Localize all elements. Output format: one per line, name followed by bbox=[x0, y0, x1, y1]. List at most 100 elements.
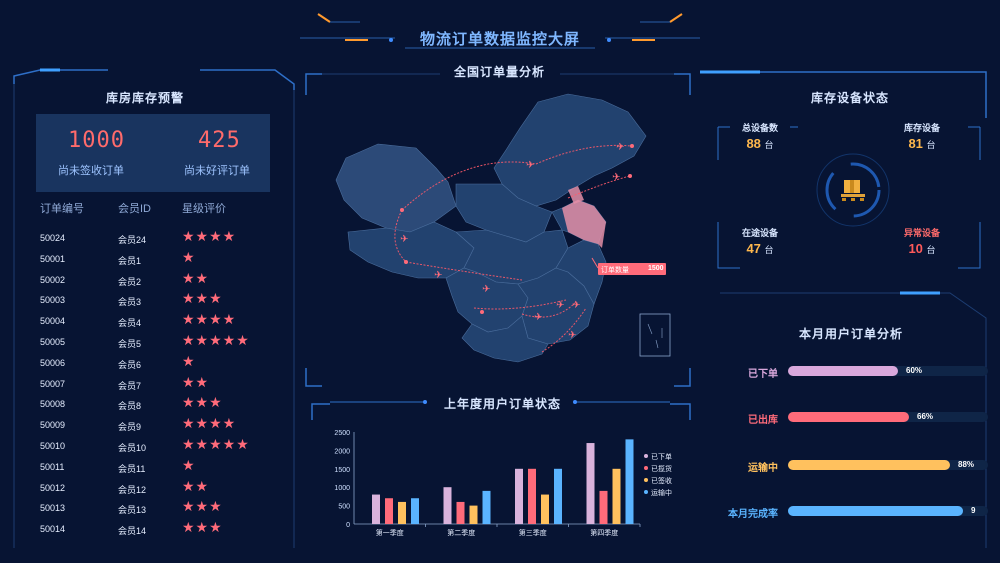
pin-icon bbox=[480, 310, 484, 314]
order-id: 50012 bbox=[40, 482, 66, 493]
south-sea-inset bbox=[639, 313, 671, 357]
table-row: 50012 会员12 ★★ bbox=[40, 478, 300, 499]
legend-label: 运输中 bbox=[651, 488, 672, 497]
star-rating: ★★★★★ bbox=[182, 436, 250, 452]
flight-line bbox=[567, 175, 631, 199]
member-id: 会员5 bbox=[118, 339, 142, 349]
order-id: 50009 bbox=[40, 420, 66, 431]
bar bbox=[554, 468, 562, 524]
table-row: 50024 会员24 ★★★★ bbox=[40, 228, 300, 249]
plane-icon: ✈ bbox=[526, 160, 534, 171]
bar bbox=[398, 501, 406, 524]
pin-icon bbox=[400, 208, 404, 212]
device-unit: 台 bbox=[764, 140, 774, 150]
map-region bbox=[461, 315, 549, 363]
progress-label: 运输中 bbox=[748, 463, 778, 474]
order-id: 50024 bbox=[40, 233, 66, 243]
progress-percent: 66% bbox=[917, 412, 934, 421]
order-id: 50003 bbox=[40, 295, 66, 306]
device-count: 10 bbox=[908, 241, 923, 256]
table-row: 50007 会员7 ★★ bbox=[40, 374, 300, 395]
device-label: 异常设备 bbox=[903, 228, 940, 238]
bar-chart: 0 500 1000 1500 2000 2500 第一季度 第二季度 第三季度 第四季度 已下单已… bbox=[334, 430, 672, 537]
order-id: 50007 bbox=[40, 378, 66, 389]
col-header-member: 会员ID bbox=[118, 203, 151, 215]
member-id: 会员2 bbox=[118, 276, 142, 287]
member-id: 会员4 bbox=[118, 318, 142, 329]
flight-line bbox=[535, 144, 633, 165]
star-rating: ★★ bbox=[182, 373, 210, 390]
device-count: 88 bbox=[746, 136, 761, 151]
highlight-region bbox=[562, 200, 606, 248]
device-unit: 台 bbox=[764, 245, 774, 255]
device-unit: 台 bbox=[926, 245, 936, 255]
plane-icon: ✈ bbox=[400, 234, 408, 245]
table-row: 50006 会员6 ★ bbox=[40, 353, 300, 374]
map-title: 全国订单量分析 bbox=[454, 65, 546, 79]
flight-line bbox=[473, 299, 567, 310]
legend-swatch bbox=[644, 454, 648, 458]
china-map: ✈ ✈ ✈ ✈ ✈ ✈ ✈ ✈ ✈ ✈ bbox=[335, 93, 671, 363]
table-row: 50009 会员9 ★★★★ bbox=[40, 415, 300, 436]
progress-fill bbox=[788, 412, 909, 422]
legend-swatch bbox=[644, 466, 648, 470]
order-id: 50010 bbox=[40, 441, 66, 451]
device-count: 47 bbox=[746, 241, 761, 256]
bar bbox=[385, 498, 393, 524]
member-id: 会员3 bbox=[118, 297, 142, 308]
progress-track bbox=[788, 412, 988, 422]
plane-icon: ✈ bbox=[556, 300, 564, 311]
progress-percent: 88% bbox=[958, 460, 975, 469]
device-unit: 台 bbox=[926, 140, 936, 150]
progress-fill bbox=[788, 506, 963, 516]
y-tick-label: 1000 bbox=[334, 485, 350, 492]
table-row: 50008 会员8 ★★★ bbox=[40, 394, 300, 415]
device-status-title: 库存设备状态 bbox=[811, 91, 890, 105]
plane-icon: ✈ bbox=[612, 172, 620, 183]
map-tooltip-value: 1500 bbox=[648, 265, 664, 272]
plane-icon: ✈ bbox=[434, 270, 442, 281]
device-count: 81 bbox=[908, 136, 923, 151]
progress-label: 已出库 bbox=[748, 415, 778, 426]
member-id: 会员6 bbox=[118, 359, 142, 370]
bar bbox=[541, 494, 549, 524]
legend-label: 已下单 bbox=[651, 452, 672, 461]
table-row: 50013 会员13 ★★★ bbox=[40, 498, 300, 519]
progress-label: 本月完成率 bbox=[728, 509, 778, 520]
col-header-order: 订单编号 bbox=[40, 203, 84, 215]
device-label: 在途设备 bbox=[741, 228, 778, 238]
member-id: 会员7 bbox=[118, 380, 142, 391]
table-row: 50002 会员2 ★★ bbox=[40, 270, 300, 291]
bar bbox=[586, 443, 595, 524]
star-rating: ★★★★ bbox=[182, 415, 237, 432]
progress-fill bbox=[788, 366, 898, 376]
pin-icon bbox=[404, 260, 408, 264]
x-tick-label: 第三季度 bbox=[519, 528, 547, 537]
table-row: 50001 会员1 ★ bbox=[40, 249, 300, 270]
progress-label: 已下单 bbox=[748, 369, 778, 380]
page-title: 物流订单数据监控大屏 bbox=[419, 31, 580, 48]
member-id: 会员9 bbox=[118, 422, 142, 433]
kpi-unsigned-label: 尚未签收订单 bbox=[58, 165, 124, 177]
table-row: 50005 会员5 ★★★★★ bbox=[40, 332, 300, 353]
col-header-stars: 星级评价 bbox=[182, 203, 226, 215]
progress-fill bbox=[788, 460, 950, 470]
member-id: 会员11 bbox=[118, 463, 146, 474]
member-id: 会员13 bbox=[118, 505, 147, 516]
bar-chart-title: 上年度用户订单状态 bbox=[444, 397, 562, 411]
order-id: 50013 bbox=[40, 503, 66, 514]
monthly-orders-title: 本月用户订单分析 bbox=[799, 327, 904, 341]
x-tick-label: 第二季度 bbox=[447, 528, 475, 537]
y-tick-label: 2500 bbox=[334, 430, 350, 437]
plane-icon: ✈ bbox=[572, 300, 580, 311]
bar bbox=[411, 498, 419, 524]
star-rating: ★★★ bbox=[182, 498, 223, 515]
star-rating: ★★★ bbox=[182, 519, 223, 536]
plane-icon: ✈ bbox=[534, 312, 542, 323]
star-rating: ★★★★ bbox=[182, 311, 237, 328]
star-rating: ★★ bbox=[182, 477, 210, 494]
table-row: 50003 会员3 ★★★ bbox=[40, 290, 300, 311]
x-tick-label: 第四季度 bbox=[590, 528, 618, 537]
device-label: 库存设备 bbox=[903, 123, 940, 133]
